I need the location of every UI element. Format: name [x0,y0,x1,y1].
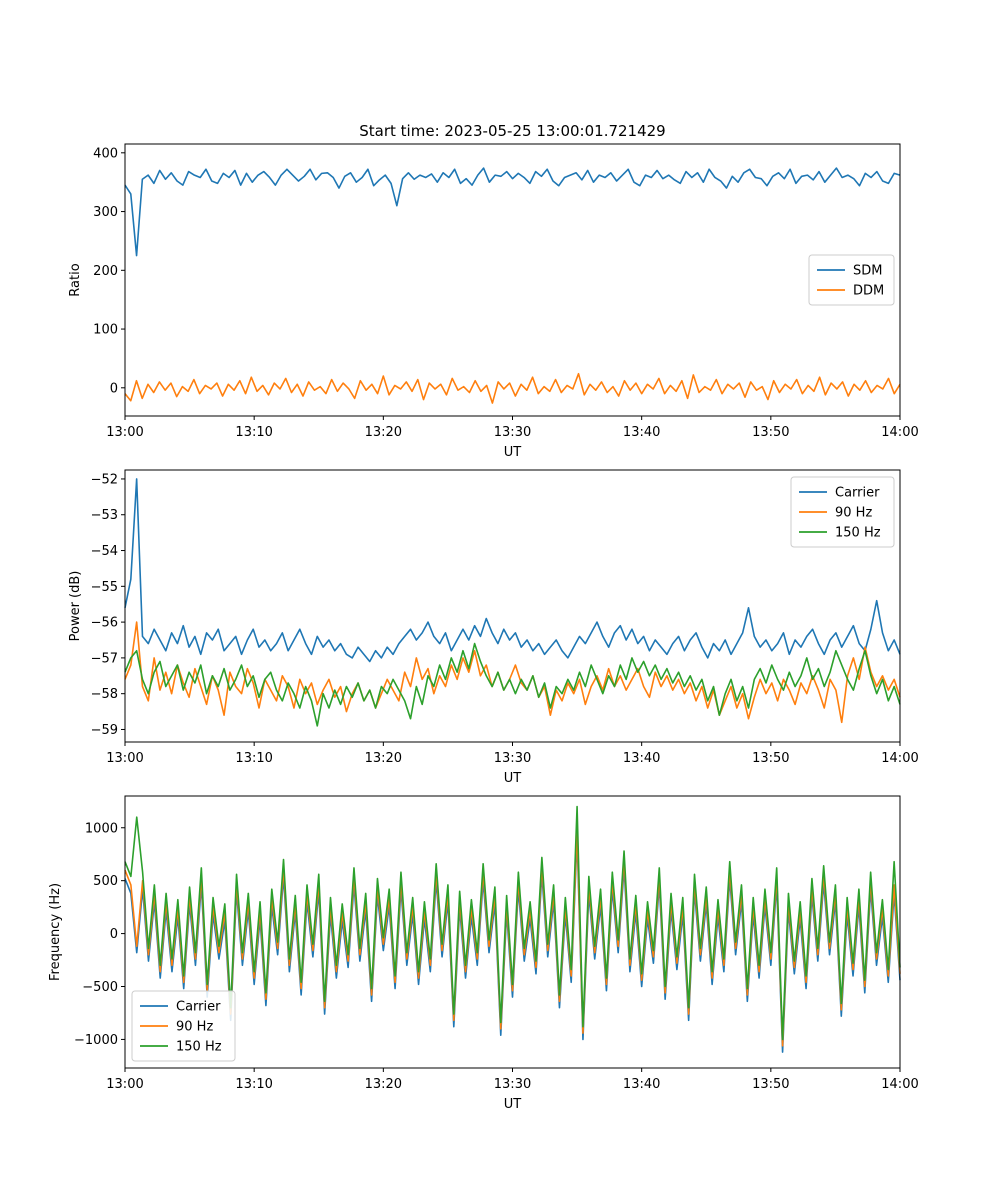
y-tick-label: −54 [91,544,118,559]
legend-box [131,990,236,1062]
series-line-sdm [124,167,901,257]
legend-label: SDM [853,264,882,279]
y-tick-label: 0 [110,381,118,396]
x-tick-label: 13:10 [235,425,272,440]
legend: Carrier 90 Hz 150 Hz [131,990,236,1062]
series-line-ddm [124,372,901,404]
legend: SDM DDM [808,254,895,306]
axes-frame [124,469,901,743]
y-axis-label: Ratio [68,263,83,296]
y-tick-label: −53 [91,508,118,523]
y-tick-label: −1000 [74,1033,118,1048]
x-tick-label: 13:20 [365,1077,402,1092]
ratio-panel: 13:00 13:10 13:20 13:30 13:40 13:50 14:00 400 30… [68,143,919,460]
x-tick-label: 13:10 [235,1077,272,1092]
x-tick-label: 13:30 [494,751,531,766]
x-tick-label: 13:40 [623,425,660,440]
y-tick-label: 100 [93,323,118,338]
y-axis-label: Power (dB) [68,571,83,642]
y-tick-label: 200 [93,264,118,279]
series-line-90-hz [124,829,901,1047]
x-tick-label: 13:50 [752,751,789,766]
x-tick-label: 13:40 [623,751,660,766]
y-axis-label: Frequency (Hz) [48,883,63,981]
x-tick-label: 13:30 [494,1077,531,1092]
figure-title: Start time: 2023-05-25 13:00:01.721429 [359,122,665,140]
y-tick-label: 1000 [85,821,118,836]
x-tick-label: 14:00 [881,1077,918,1092]
legend-label: Carrier [176,1000,221,1015]
x-axis-label: UT [504,445,522,460]
y-tick-label: 300 [93,205,118,220]
x-tick-label: 13:00 [106,1077,143,1092]
x-tick-label: 14:00 [881,425,918,440]
y-tick-label: −58 [91,687,118,702]
y-tick-label: 0 [110,927,118,942]
legend-label: 150 Hz [835,526,881,541]
x-tick-label: 13:00 [106,425,143,440]
legend-label: 90 Hz [176,1020,213,1035]
x-tick-label: 13:20 [365,751,402,766]
x-tick-label: 13:20 [365,425,402,440]
x-axis-label: UT [504,771,522,786]
series-line-150-hz [124,805,901,1041]
legend-label: DDM [853,284,884,299]
x-tick-label: 13:40 [623,1077,660,1092]
y-tick-label: 500 [93,874,118,889]
legend-box [790,476,895,548]
y-tick-label: −57 [91,651,118,666]
y-tick-label: −55 [91,580,118,595]
y-tick-label: −56 [91,616,118,631]
legend: Carrier 90 Hz 150 Hz [790,476,895,548]
legend-label: Carrier [835,486,880,501]
y-tick-label: 400 [93,146,118,161]
power-panel: 13:00 13:10 13:20 13:30 13:40 13:50 14:00 −52 −5… [68,469,919,786]
x-tick-label: 13:00 [106,751,143,766]
series-line-carrier [124,837,901,1053]
x-tick-label: 13:10 [235,751,272,766]
x-axis-label: UT [504,1097,522,1112]
series-line-carrier [124,478,901,663]
y-tick-label: −500 [82,980,118,995]
frequency-panel: 13:00 13:10 13:20 13:30 13:40 13:50 14:00 1000 5… [48,795,919,1112]
x-tick-label: 13:50 [752,1077,789,1092]
legend-label: 90 Hz [835,506,872,521]
series-line-90-hz [124,621,901,724]
y-tick-label: −52 [91,472,118,487]
series-line-150-hz [124,642,901,727]
legend-label: 150 Hz [176,1040,222,1055]
legend-box [808,254,895,306]
x-tick-label: 13:30 [494,425,531,440]
x-tick-label: 14:00 [881,751,918,766]
x-tick-label: 13:50 [752,425,789,440]
y-tick-label: −59 [91,723,118,738]
